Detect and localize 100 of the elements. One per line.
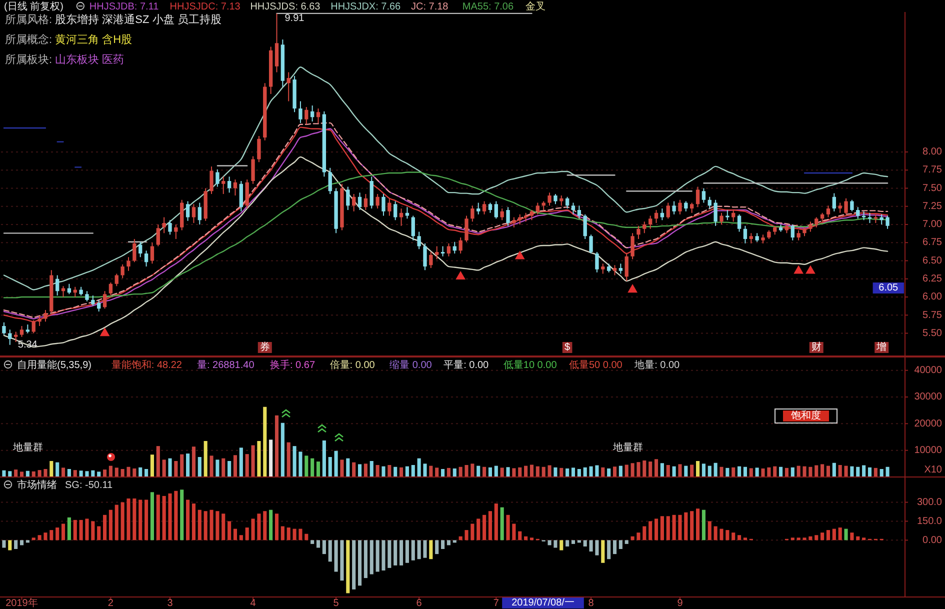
bar <box>732 532 736 540</box>
bar <box>429 466 433 477</box>
bar <box>376 465 380 477</box>
bar <box>548 465 552 477</box>
bar <box>334 450 338 477</box>
bar <box>388 540 392 568</box>
bar <box>411 465 415 477</box>
bar <box>417 540 421 560</box>
y-tick-label: 300.0 <box>916 496 942 508</box>
x-tick-label: 9 <box>677 598 684 609</box>
bar <box>601 467 605 477</box>
y-tick-label: 10000 <box>914 444 942 456</box>
bar <box>446 540 450 546</box>
bar <box>500 468 504 477</box>
bar <box>476 466 480 477</box>
bar <box>316 462 320 477</box>
bar <box>370 540 374 574</box>
bar <box>168 458 172 477</box>
bar <box>654 518 658 540</box>
bar <box>476 518 480 540</box>
bar <box>20 540 24 546</box>
y-tick-label: 7.25 <box>922 200 942 212</box>
bar <box>38 470 42 477</box>
bar <box>204 441 208 477</box>
bar <box>684 466 688 477</box>
text: HHJSJDB: 7.11 <box>89 2 160 12</box>
bar <box>838 528 842 540</box>
bar <box>388 465 392 477</box>
y-tick-label: 6.25 <box>922 274 942 284</box>
bar <box>601 540 605 563</box>
bar <box>132 468 136 477</box>
bar <box>684 512 688 540</box>
bar <box>802 466 806 477</box>
bar <box>642 526 646 540</box>
bar <box>298 452 302 477</box>
bar <box>755 468 759 477</box>
candlestick <box>85 291 89 302</box>
text: JC: 7.18 <box>411 2 449 12</box>
bar <box>186 454 190 477</box>
annotation: 所属板块: 山东板块 医药 <box>5 53 124 66</box>
bar <box>571 540 576 544</box>
bar <box>500 507 504 540</box>
bar <box>446 468 450 477</box>
x-tick-label: 8 <box>588 598 594 609</box>
bar <box>696 461 700 477</box>
bar <box>624 540 628 544</box>
bar <box>808 536 812 540</box>
bar <box>796 538 800 540</box>
bar <box>720 528 724 540</box>
bar <box>263 511 267 540</box>
bar <box>186 500 190 540</box>
bar <box>280 422 284 477</box>
bar <box>274 514 279 540</box>
bar <box>233 528 238 540</box>
bar <box>192 504 196 540</box>
bar <box>832 462 836 477</box>
bar <box>198 510 202 540</box>
bar <box>726 468 730 477</box>
point <box>100 328 110 336</box>
bar <box>334 540 338 572</box>
y-tick-label: 8.00 <box>922 146 942 158</box>
bar <box>618 540 622 549</box>
bar <box>452 540 456 543</box>
bar <box>257 514 261 540</box>
bar <box>67 469 71 477</box>
bar <box>642 460 646 477</box>
bar <box>364 540 368 578</box>
bar <box>292 528 296 540</box>
y-tick-label: 20000 <box>914 418 942 430</box>
bar <box>814 465 818 477</box>
candlestick <box>761 234 765 244</box>
bar <box>678 514 682 540</box>
bar <box>494 466 498 477</box>
bar <box>382 466 386 477</box>
bar <box>269 510 273 540</box>
annotation: SG: -50.11 <box>65 480 114 491</box>
bar <box>767 467 771 477</box>
bar <box>364 464 368 477</box>
bar <box>566 468 570 477</box>
text: HHJSJDX: 7.66 <box>330 2 402 12</box>
annotation: 9.91 <box>284 12 305 24</box>
bar <box>548 540 552 546</box>
bar <box>708 466 712 477</box>
bar <box>222 458 226 477</box>
bar <box>612 540 617 554</box>
y-tick-label: 6.50 <box>922 255 942 266</box>
y-tick-label: 30000 <box>914 392 942 403</box>
y-tick-label: 150.0 <box>916 516 942 527</box>
bar <box>530 538 534 540</box>
bar <box>648 521 652 540</box>
bar <box>802 538 806 540</box>
bar <box>690 464 694 477</box>
bar <box>566 540 570 546</box>
candlestick <box>796 230 800 240</box>
bar <box>856 466 860 477</box>
bar <box>286 528 290 540</box>
bar <box>417 458 421 477</box>
point <box>806 265 816 274</box>
bar <box>583 467 587 477</box>
bar <box>452 468 456 477</box>
